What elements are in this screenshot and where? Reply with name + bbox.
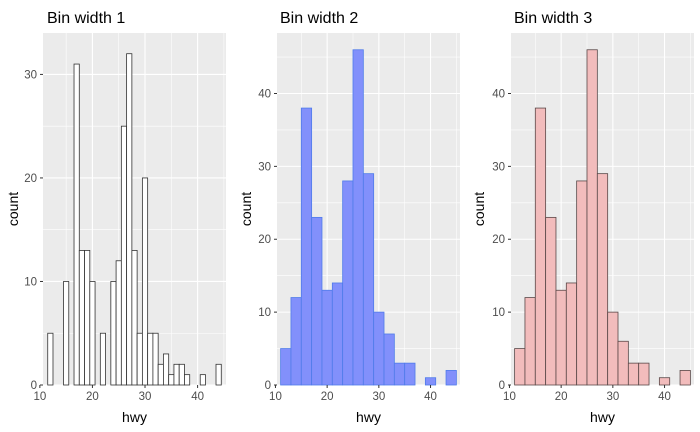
- histogram-bar: [147, 332, 154, 386]
- histogram-bar: [331, 282, 344, 386]
- histogram-bar: [199, 374, 206, 386]
- x-axis-title: hwy: [590, 409, 615, 425]
- x-tick-label: 40: [658, 391, 671, 403]
- y-tick-label: 20: [492, 234, 505, 246]
- x-tick-label: 10: [33, 391, 46, 403]
- histogram-bar: [524, 297, 536, 386]
- histogram-bar: [126, 53, 133, 386]
- histogram-bar: [393, 362, 406, 386]
- y-axis-title: count: [5, 192, 21, 226]
- histogram-bar: [555, 289, 567, 386]
- panel-title: Bin width 1: [47, 10, 125, 27]
- x-tick-label: 10: [503, 391, 516, 403]
- x-tick-label: 20: [555, 391, 568, 403]
- histogram-bar: [290, 297, 302, 386]
- histogram-bar: [352, 49, 364, 386]
- y-tick-label: 20: [24, 173, 37, 185]
- histogram-bar: [110, 281, 117, 386]
- histogram-bar: [136, 332, 143, 386]
- y-tick-label: 30: [24, 69, 37, 81]
- histogram-bar: [321, 289, 333, 386]
- histogram-bars: [47, 53, 222, 386]
- histogram-bar: [168, 374, 175, 386]
- y-tick-label: 10: [258, 307, 271, 319]
- histogram-bar: [586, 49, 598, 386]
- histogram-bar: [617, 340, 629, 386]
- histogram-bar: [184, 374, 191, 386]
- histogram-bar: [163, 353, 170, 386]
- histogram-bar: [627, 362, 640, 386]
- histogram-bar: [658, 377, 671, 386]
- histogram-bar: [141, 177, 149, 386]
- histogram-bar: [311, 216, 323, 386]
- histogram-bar: [300, 107, 313, 386]
- y-tick-label: 30: [492, 161, 505, 173]
- y-tick-label: 30: [258, 161, 271, 173]
- histogram-bar: [514, 348, 526, 386]
- x-tick-label: 40: [424, 391, 437, 403]
- histogram-bar: [596, 173, 609, 386]
- histogram-bar: [545, 216, 557, 386]
- histogram-bar: [47, 332, 54, 386]
- histogram-bar: [565, 282, 578, 386]
- y-tick-label: 20: [258, 234, 271, 246]
- histogram-bar: [99, 332, 106, 386]
- histogram-bar: [534, 107, 547, 386]
- x-tick-label: 10: [269, 391, 282, 403]
- histogram-bar: [131, 250, 138, 386]
- y-tick-label: 0: [265, 380, 271, 392]
- y-tick-label: 40: [258, 88, 271, 100]
- histogram-bars: [280, 49, 457, 386]
- histogram-bar: [383, 333, 395, 386]
- histogram-bar: [73, 63, 80, 386]
- histogram-bar: [173, 363, 180, 386]
- histogram-bar: [152, 332, 159, 386]
- panel-title: Bin width 2: [280, 10, 358, 27]
- x-axis-title: hwy: [122, 409, 147, 425]
- histogram-bar: [215, 363, 222, 386]
- histogram-bar: [84, 250, 91, 386]
- x-tick-label: 20: [321, 391, 334, 403]
- histogram-bar: [342, 180, 354, 386]
- x-tick-label: 40: [191, 391, 204, 403]
- histogram-bar: [178, 363, 185, 386]
- histogram-bar: [445, 370, 457, 386]
- x-axis-title: hwy: [356, 409, 381, 425]
- x-tick-label: 30: [139, 391, 152, 403]
- y-tick-label: 10: [492, 307, 505, 319]
- histogram-bar: [424, 377, 437, 386]
- panel-title: Bin width 3: [514, 10, 592, 27]
- x-tick-label: 30: [372, 391, 385, 403]
- histogram-bar: [373, 311, 385, 386]
- y-tick-label: 40: [492, 88, 505, 100]
- x-tick-label: 20: [86, 391, 99, 403]
- y-tick-label: 10: [24, 276, 37, 288]
- y-axis-title: count: [471, 192, 487, 226]
- histogram-bar: [638, 362, 650, 386]
- histogram-bar: [280, 348, 292, 386]
- histogram-bar: [607, 311, 619, 386]
- histogram-bar: [157, 363, 164, 386]
- histogram-bar: [404, 362, 416, 386]
- histogram-bars: [514, 49, 691, 386]
- x-tick-label: 30: [606, 391, 619, 403]
- y-axis-title: count: [238, 192, 254, 226]
- y-tick-label: 0: [31, 380, 37, 392]
- histogram-bar: [120, 125, 128, 386]
- histogram-bar: [63, 281, 70, 386]
- histogram-bar: [362, 173, 375, 386]
- histogram-bar: [89, 281, 96, 386]
- histogram-bar: [78, 250, 85, 386]
- histogram-bar: [115, 260, 122, 386]
- y-tick-label: 0: [499, 380, 505, 392]
- histogram-bar: [576, 180, 588, 386]
- histogram-bar: [679, 370, 691, 386]
